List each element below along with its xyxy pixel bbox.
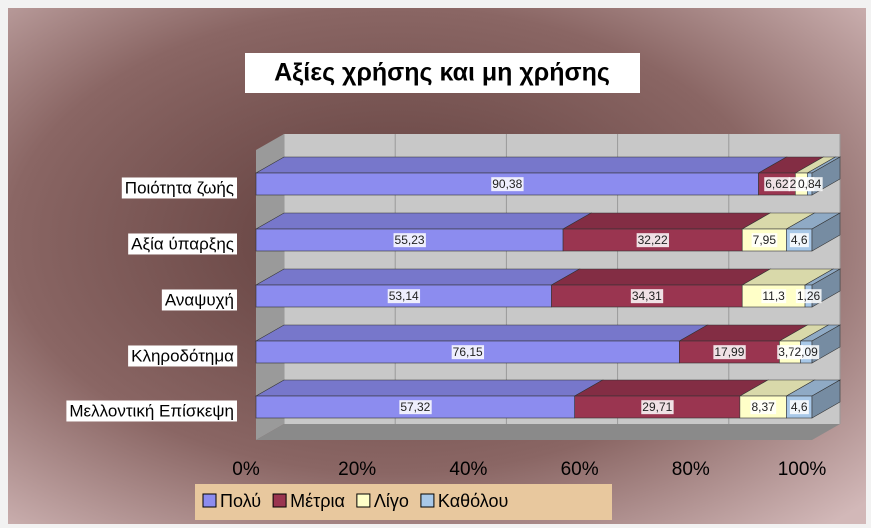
value-label-box [795,289,822,304]
value-label: 11,3 [762,289,785,303]
legend-swatch [420,493,435,508]
category-label: Κληροδότημα [131,346,234,365]
value-label-box [789,400,809,415]
value-label: 8,37 [751,400,775,414]
x-tick-label: 40% [449,459,487,480]
bar-segment [561,212,772,252]
chart-title: Αξίες χρήσης και μη χρήσης [274,59,610,87]
category-label-box [128,233,237,255]
floor [256,424,840,440]
category-label: Ποιότητα ζωής [125,178,234,197]
value-label-box [393,233,426,248]
bar-top [254,212,593,230]
bar-top [254,156,788,174]
value-label: 17,99 [714,345,744,359]
x-tick-label: 0% [232,459,260,480]
value-label: 4,6 [791,233,808,247]
bar-segment [254,379,604,419]
value-label-box [399,400,432,415]
bar-end [811,379,841,419]
bar-top [254,268,581,286]
x-tick-label: 100% [778,459,827,480]
x-tick-label: 20% [338,459,376,480]
value-label-box [713,345,746,360]
legend-swatch [202,493,217,508]
value-label: 29,71 [642,400,672,414]
legend-label: Λίγο [374,491,409,511]
legend-label: Καθόλου [438,491,508,511]
value-label-box [793,345,820,360]
value-label: 76,15 [453,345,483,359]
value-label-box [750,400,777,415]
value-label-box [789,233,809,248]
bar-top [573,379,770,397]
value-label-box [636,233,669,248]
value-label: 55,23 [395,233,425,247]
value-label: 7,95 [753,233,777,247]
category-label: Αναψυχή [165,290,234,309]
legend-swatch [356,493,371,508]
value-label: 32,22 [638,233,668,247]
value-label-box [761,289,787,304]
value-label-box [751,233,778,248]
value-label: 53,14 [389,289,419,303]
value-label-box [630,289,664,304]
category-label-box [121,177,237,199]
category-label: Μελλοντική Επίσκεψη [69,401,234,420]
value-label: 90,38 [492,177,522,191]
legend-swatch [272,493,287,508]
value-label-box [641,400,674,415]
value-label-box [491,177,524,192]
value-label: 34,31 [632,289,662,303]
value-label: 57,32 [400,400,430,414]
value-label: 1,26 [797,289,821,303]
value-label-box [796,177,823,192]
x-tick-label: 80% [672,459,710,480]
value-label: 6,62 [765,177,789,191]
bar-end [811,212,841,252]
value-label: 4,6 [791,400,808,414]
value-label: 2,09 [795,345,819,359]
legend-label: Πολύ [220,491,261,511]
legend-label: Μέτρια [290,491,345,511]
value-label-box [451,345,485,360]
bar-top [254,379,604,397]
bar-top [254,324,709,342]
bar-top [561,212,772,230]
category-label-box [161,289,237,311]
title-box [245,53,640,93]
value-label-box [387,289,421,304]
legend-box [195,484,612,520]
category-label: Αξία ύπαρξης [131,234,234,253]
value-label: 0,84 [798,177,822,191]
x-tick-label: 60% [561,459,599,480]
bar-top [550,268,772,286]
category-label-box [66,400,237,422]
category-label-box [128,345,238,367]
value-label-box [764,177,790,192]
